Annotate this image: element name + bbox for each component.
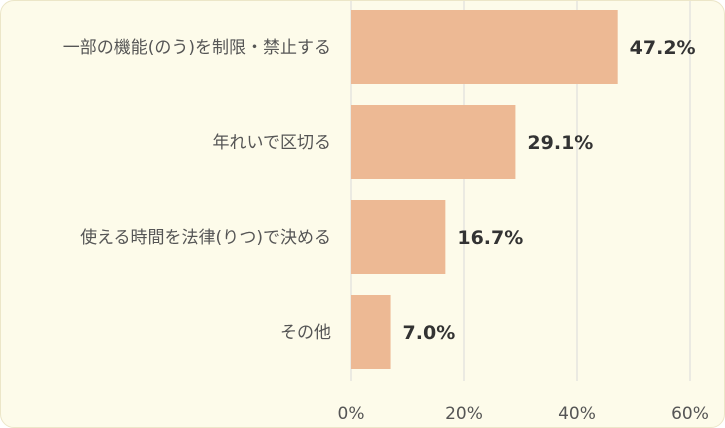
data-label: 16.7% — [457, 227, 523, 249]
data-label: 47.2% — [630, 37, 696, 59]
data-label: 7.0% — [403, 322, 456, 344]
category-label: 年れいで区切る — [213, 133, 332, 153]
tick-label: 20% — [445, 404, 483, 424]
bar — [351, 200, 446, 274]
category-label: その他 — [280, 323, 331, 343]
bar — [351, 10, 618, 84]
data-label: 29.1% — [527, 132, 593, 154]
tick-label: 0% — [338, 404, 365, 424]
bar — [351, 295, 391, 369]
category-label: 一部の機能(のう)を制限・禁止する — [63, 38, 331, 58]
category-label: 使える時間を法律(りつ)で決める — [80, 227, 331, 248]
tick-label: 60% — [671, 404, 709, 424]
tick-label: 40% — [558, 404, 596, 424]
bar — [351, 105, 516, 179]
